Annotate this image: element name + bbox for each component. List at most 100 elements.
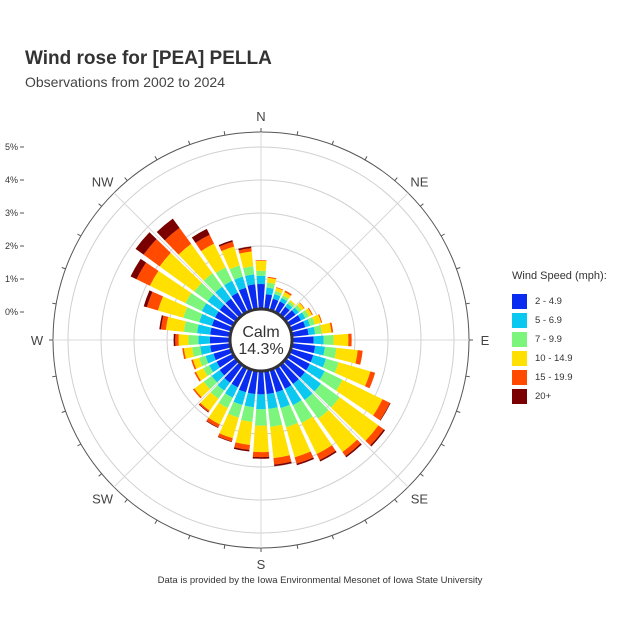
wind-bar-segment xyxy=(292,400,313,423)
wind-bar-segment xyxy=(210,342,234,353)
grid-spoke xyxy=(113,192,242,321)
frame-tick xyxy=(364,519,368,524)
wind-bar-segment xyxy=(379,402,391,421)
data-source-caption: Data is provided by the Iowa Environment… xyxy=(157,575,483,586)
wind-bar-segment xyxy=(231,363,249,388)
wind-bar-segment xyxy=(282,292,291,299)
frame-tick xyxy=(394,499,398,503)
wind-bar-segment xyxy=(135,232,157,255)
frame-tick xyxy=(223,544,226,549)
grid-spoke xyxy=(280,192,409,321)
frame-tick xyxy=(52,302,57,305)
wind-bar-segment xyxy=(159,315,164,330)
frame-tick xyxy=(394,177,398,181)
wind-bar-segment xyxy=(213,347,236,361)
wind-bar-segment xyxy=(365,425,384,446)
wind-bar-segment xyxy=(253,425,269,453)
wind-bar-segment xyxy=(241,405,254,422)
wind-bar-segment xyxy=(175,334,179,346)
wind-bar-segment xyxy=(216,352,238,368)
wind-bar-segment xyxy=(244,392,256,408)
wind-bar-segment xyxy=(218,393,233,409)
wind-bar-segment xyxy=(243,266,255,277)
wind-bar-segment xyxy=(215,267,233,286)
wind-bar-segment xyxy=(233,447,250,452)
wind-bar-segment xyxy=(209,336,234,344)
wind-bar-segment xyxy=(182,348,186,360)
wind-bar-segment xyxy=(194,282,214,302)
wind-bar-segment xyxy=(334,362,371,387)
wind-bar-segment xyxy=(285,303,293,311)
frame-tick xyxy=(61,267,66,270)
wind-bar-segment xyxy=(255,409,267,426)
wind-bar-segment xyxy=(313,345,325,356)
wind-bar-segment xyxy=(273,455,292,465)
direction-label: E xyxy=(481,333,490,348)
wind-bar-segment xyxy=(191,359,197,370)
wind-bar-segment xyxy=(149,270,192,304)
wind-bar-segment xyxy=(219,304,241,324)
wind-bar-segment xyxy=(224,360,245,383)
wind-bar-segment xyxy=(157,296,188,318)
wind-bar-segment xyxy=(178,334,189,346)
wind-bar-segment xyxy=(208,402,228,425)
wind-bar-segment xyxy=(197,324,212,335)
wind-bar-segment xyxy=(305,308,312,317)
wind-bar-segment xyxy=(234,442,250,450)
direction-label: NE xyxy=(410,175,428,190)
frame-tick xyxy=(77,233,82,237)
wind-bar-segment xyxy=(238,246,252,251)
wind-bar-segment xyxy=(323,334,334,346)
wind-bar-segment xyxy=(198,404,209,413)
frame-tick xyxy=(98,473,102,477)
wind-bar-segment xyxy=(300,371,322,392)
direction-label: SW xyxy=(92,491,114,506)
wind-bar-segment xyxy=(284,352,310,371)
wind-bar-segment xyxy=(299,302,305,309)
wind-bar-segment xyxy=(221,246,240,270)
wind-bar-segment xyxy=(302,310,309,319)
grid-spoke xyxy=(113,359,242,488)
wind-bar-segment xyxy=(266,392,278,409)
wind-bar-segment xyxy=(370,429,386,447)
wind-bar-segment xyxy=(270,424,290,459)
legend-item: 10 - 14.9 xyxy=(512,349,607,368)
frame-tick xyxy=(77,443,82,447)
wind-bar-segment xyxy=(201,303,219,318)
wind-bar-segment xyxy=(277,360,299,385)
wind-bar-segment xyxy=(288,328,309,338)
wind-bar-segment xyxy=(256,394,266,410)
wind-bar-segment xyxy=(280,404,298,428)
frame-tick xyxy=(331,535,334,540)
wind-bar-segment xyxy=(219,413,239,439)
wind-bar-segment xyxy=(183,307,203,323)
wind-bar-segment xyxy=(205,353,216,364)
frame-tick xyxy=(61,410,66,413)
wind-bar-segment xyxy=(203,365,214,376)
wind-bar-segment xyxy=(286,347,314,363)
wind-bar-segment xyxy=(322,358,339,373)
wind-bar-segment xyxy=(199,355,209,367)
wind-bar-segment xyxy=(225,383,238,398)
wind-bar-segment xyxy=(159,252,202,292)
frame-tick xyxy=(456,410,461,413)
wind-bar-segment xyxy=(296,457,314,466)
wind-bar-segment xyxy=(292,379,313,401)
frame-tick xyxy=(296,544,299,549)
wind-bar-segment xyxy=(307,326,316,335)
direction-label: SE xyxy=(411,491,429,506)
legend-item: 2 - 4.9 xyxy=(512,292,607,311)
wind-bar-segment xyxy=(297,302,305,311)
wind-bar-segment xyxy=(256,270,266,276)
wind-bar-segment xyxy=(228,401,243,418)
frame-tick xyxy=(331,140,334,145)
wind-bar-segment xyxy=(188,334,199,346)
wind-bar-segment xyxy=(206,420,219,429)
wind-bar-segment xyxy=(194,381,210,398)
legend-swatch xyxy=(512,332,527,347)
wind-bar-segment xyxy=(274,290,282,297)
wind-bar-segment xyxy=(136,262,159,286)
wind-bar-segment xyxy=(229,265,243,280)
wind-bar-segment xyxy=(364,371,376,389)
wind-bar-segment xyxy=(323,346,337,359)
